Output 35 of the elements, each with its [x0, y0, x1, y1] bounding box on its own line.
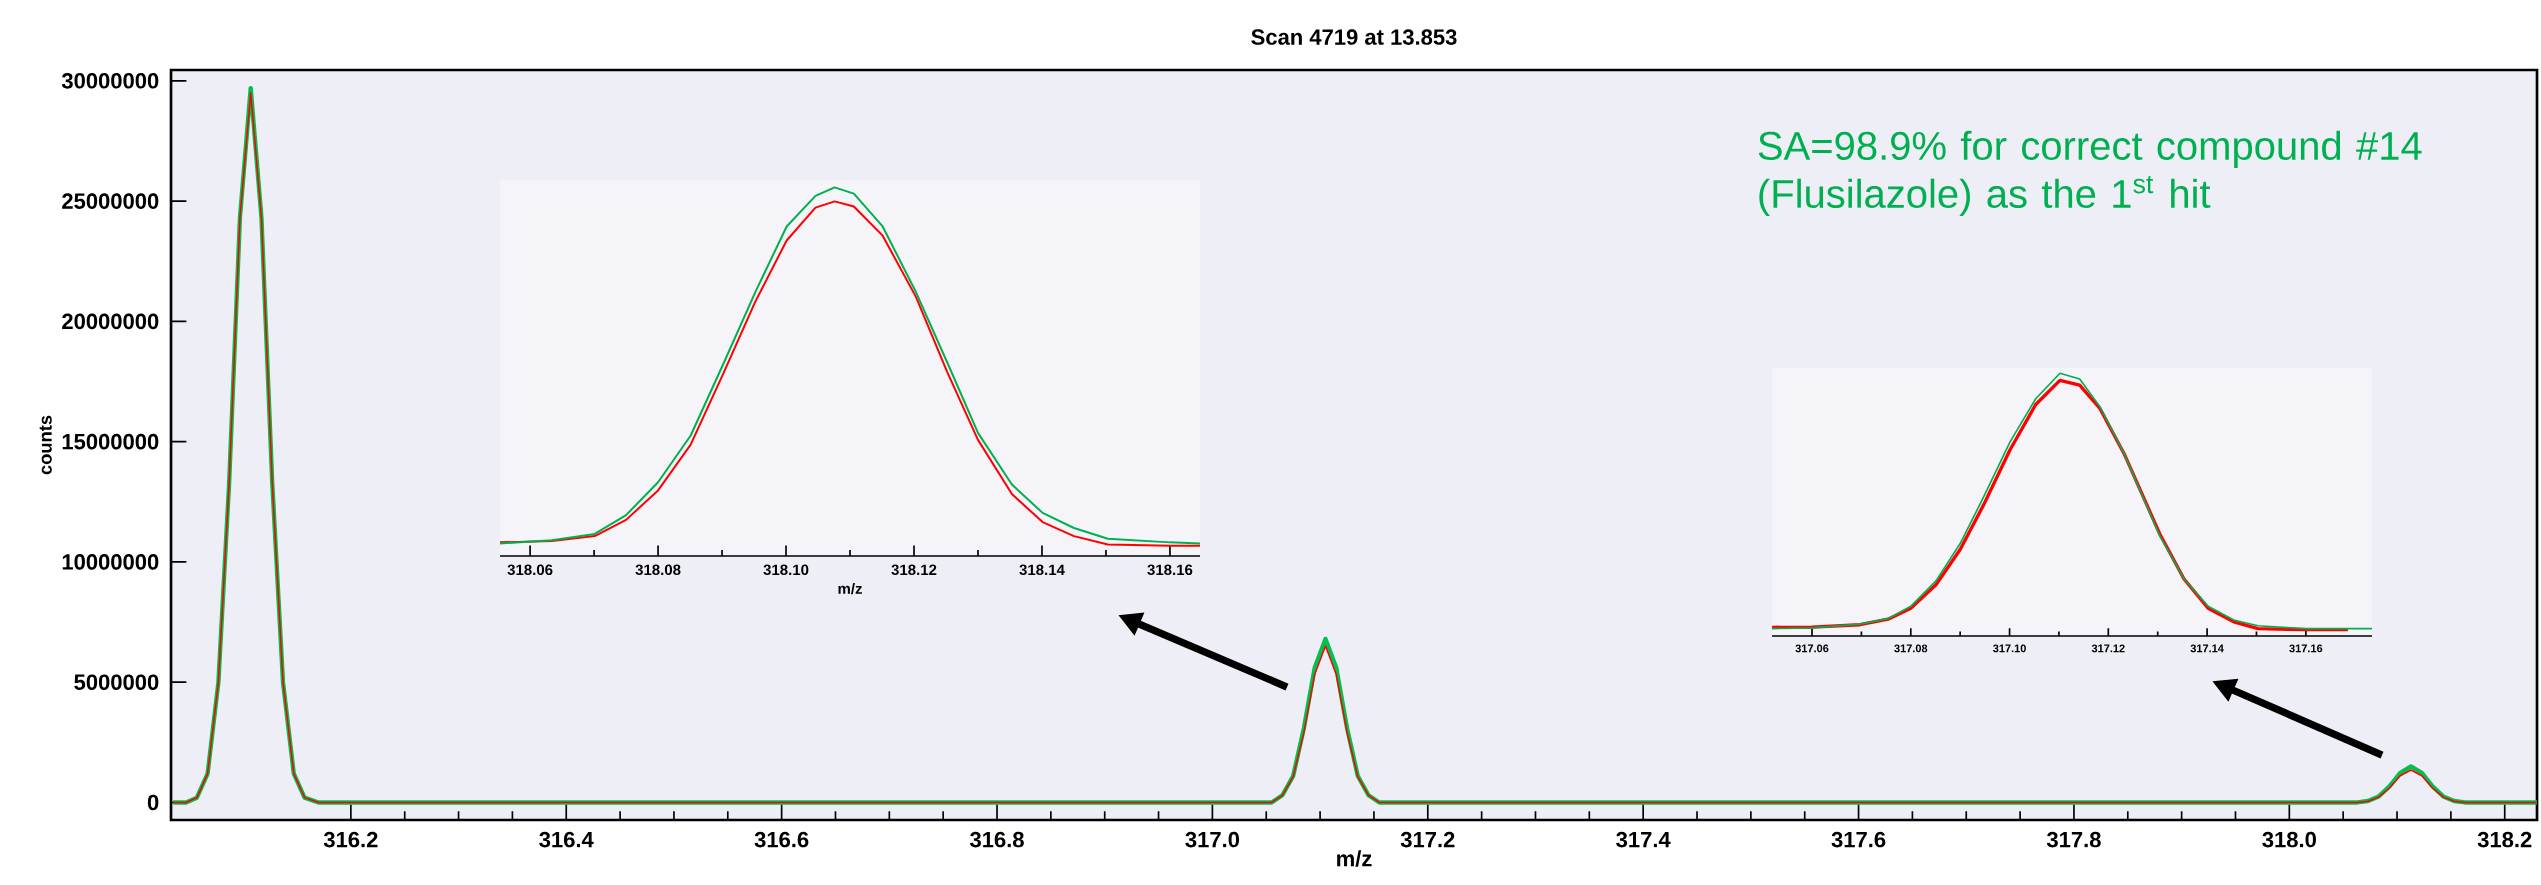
x-tick-label: 317.08 [1894, 644, 1928, 653]
x-tick-label: 317.2 [1400, 831, 1455, 848]
y-tick-label: 5000000 [74, 674, 159, 690]
annotation: SA=98.9% for correct compound #14 (Flusilazole) as the 1$^{st}$ hit [1758, 130, 2422, 216]
x-tick-label: 316.6 [754, 831, 809, 848]
x-tick-label: 317.06 [1795, 644, 1829, 653]
x-axis-title: m/z [838, 582, 862, 595]
x-tick-label: 318.08 [635, 564, 681, 576]
x-tick-label: 317.14 [2190, 644, 2224, 653]
x-tick-label: 316.2 [323, 831, 378, 848]
x-tick-label: 318.16 [1147, 564, 1193, 576]
x-tick-label: 318.14 [1019, 564, 1065, 576]
x-tick-label: 316.4 [539, 831, 594, 848]
x-tick-label: 317.8 [2046, 831, 2101, 848]
x-tick-label: 318.12 [891, 564, 937, 576]
x-tick-label: 317.0 [1185, 831, 1240, 848]
y-axis-title: counts [39, 415, 52, 475]
x-tick-label: 318.06 [507, 564, 553, 576]
x-axis-title: m/z [1337, 850, 1372, 867]
y-tick-label: 10000000 [62, 554, 159, 570]
x-tick-label: 317.12 [2091, 644, 2125, 653]
x-tick-label: 318.0 [2262, 831, 2316, 848]
x-tick-label: 317.6 [1831, 831, 1886, 848]
y-tick-label: 0 [147, 794, 159, 811]
x-tick-label: 317.10 [1992, 644, 2026, 653]
x-tick-label: 318.2 [2477, 831, 2532, 848]
x-tick-label: 316.8 [970, 831, 1024, 848]
y-tick-label: 25000000 [62, 193, 159, 209]
chart-title: Scan 4719 at 13.853 [1251, 29, 1457, 45]
x-tick-label: 317.16 [2289, 644, 2323, 653]
y-tick-label: 15000000 [62, 433, 159, 450]
x-tick-label: 318.10 [763, 564, 809, 576]
y-tick-label: 30000000 [61, 73, 159, 89]
y-tick-label: 20000000 [62, 313, 159, 330]
x-tick-label: 317.4 [1616, 831, 1671, 848]
